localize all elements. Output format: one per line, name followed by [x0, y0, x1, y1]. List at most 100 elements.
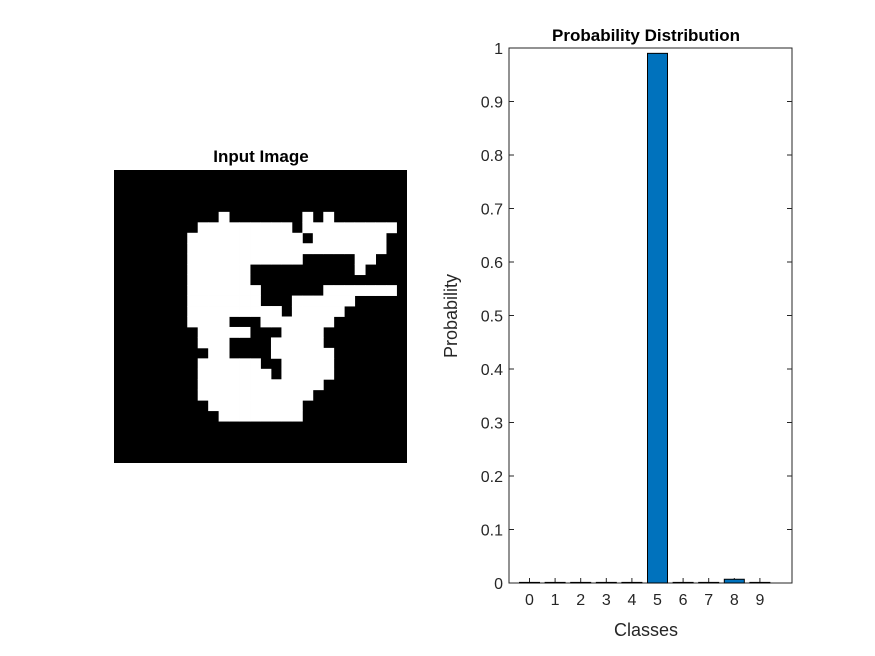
digit-pixel: [218, 400, 230, 412]
digit-pixel: [344, 222, 356, 234]
digit-pixel: [239, 306, 251, 317]
digit-pixel: [218, 368, 230, 380]
chart-title: Probability Distribution: [552, 26, 740, 45]
digit-pixel: [291, 306, 303, 317]
digit-pixel: [291, 368, 303, 380]
digit-pixel: [239, 253, 251, 265]
digit-pixel: [302, 358, 314, 370]
digit-pixel: [281, 253, 293, 265]
y-axis-label: Probability: [441, 274, 461, 358]
probability-chart: Probability Distribution 0 0.1 0.2 0.3 0.4 0.…: [441, 26, 793, 640]
bar-class-1: [544, 581, 566, 584]
image-title: Input Image: [213, 147, 308, 166]
digit-pixel: [218, 306, 230, 317]
x-tick-label: 6: [679, 592, 688, 609]
digit-pixel: [197, 253, 209, 265]
digit-pixel: [218, 232, 230, 244]
digit-pixel: [197, 379, 209, 391]
digit-pixel: [218, 389, 230, 401]
digit-pixel: [218, 347, 230, 359]
digit-pixel: [208, 389, 220, 401]
digit-pixel: [302, 337, 314, 349]
digit-pixel: [208, 306, 220, 317]
digit-pixel: [281, 337, 293, 349]
digit-pixel: [270, 347, 282, 359]
digit-pixel: [197, 232, 209, 244]
digit-pixel: [208, 232, 220, 244]
digit-pixel: [229, 368, 240, 380]
digit-pixel: [218, 379, 230, 391]
digit-pixel: [197, 306, 209, 317]
y-tick-label: 0.3: [481, 416, 503, 433]
digit-pixel: [302, 389, 314, 401]
digit-pixel: [302, 347, 314, 359]
digit-pixel: [208, 295, 220, 307]
x-axis-label: Classes: [614, 620, 678, 640]
digit-pixel: [323, 306, 335, 317]
digit-pixel: [270, 243, 282, 255]
digit-pixel: [270, 379, 282, 391]
digit-pixel: [333, 232, 345, 244]
digit-pixel: [260, 368, 272, 380]
digit-pixel: [333, 295, 345, 307]
digit-pixel: [281, 400, 293, 412]
bar-class-8: [723, 578, 745, 584]
digit-pixel: [197, 222, 209, 234]
digit-pixel: [250, 222, 261, 234]
digit-pixel: [208, 316, 220, 328]
digit-pixel: [229, 264, 240, 276]
digit-pixel: [239, 295, 251, 307]
digit-pixel: [239, 389, 251, 401]
digit-pixel: [344, 232, 356, 244]
digit-pixel: [208, 285, 220, 296]
digit-pixel: [187, 264, 199, 276]
digit-pixel: [333, 306, 345, 317]
digit-pixel: [302, 379, 314, 391]
digit-pixel: [208, 358, 220, 370]
digit-pixel: [218, 295, 230, 307]
digit-pixel: [208, 379, 220, 391]
digit-pixel: [323, 211, 335, 223]
digit-pixel: [229, 222, 240, 234]
digit-pixel: [354, 232, 366, 244]
digit-pixel: [312, 316, 324, 328]
digit-pixel: [218, 316, 230, 328]
digit-pixel: [250, 379, 261, 391]
digit-pixel: [197, 326, 209, 338]
digit-pixel: [218, 243, 230, 255]
digit-pixel: [218, 410, 230, 422]
digit-pixel: [302, 243, 314, 255]
y-tick-label: 1: [494, 41, 503, 58]
digit-pixel: [365, 253, 377, 265]
digit-pixel: [197, 316, 209, 328]
digit-pixel: [260, 243, 272, 255]
digit-pixel: [197, 295, 209, 307]
bar-class-7: [698, 581, 720, 584]
digit-pixel: [260, 222, 272, 234]
bar-class-3: [595, 581, 617, 584]
digit-pixel: [229, 410, 240, 422]
digit-pixel: [281, 379, 293, 391]
digit-pixel: [291, 243, 303, 255]
digit-pixel: [333, 243, 345, 255]
digit-pixel: [312, 347, 324, 359]
digit-pixel: [333, 285, 345, 296]
digit-pixel: [239, 326, 251, 338]
digit-pixel: [281, 243, 293, 255]
digit-pixel: [365, 232, 377, 244]
digit-pixel: [281, 222, 293, 234]
digit-pixel: [365, 285, 377, 296]
digit-pixel: [344, 285, 356, 296]
digit-pixel: [375, 285, 387, 296]
digit-pixel: [250, 389, 261, 401]
y-tick-label: 0.7: [481, 202, 503, 219]
digit-pixel: [250, 243, 261, 255]
y-tick-label: 0.9: [481, 95, 503, 112]
digit-pixel: [291, 337, 303, 349]
digit-pixel: [386, 222, 397, 234]
digit-pixel: [365, 243, 377, 255]
digit-pixel: [270, 316, 282, 328]
digit-pixel: [239, 400, 251, 412]
digit-pixel: [281, 326, 293, 338]
